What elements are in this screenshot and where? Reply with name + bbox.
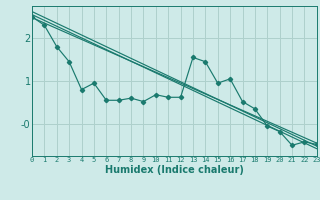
X-axis label: Humidex (Indice chaleur): Humidex (Indice chaleur) bbox=[105, 165, 244, 175]
